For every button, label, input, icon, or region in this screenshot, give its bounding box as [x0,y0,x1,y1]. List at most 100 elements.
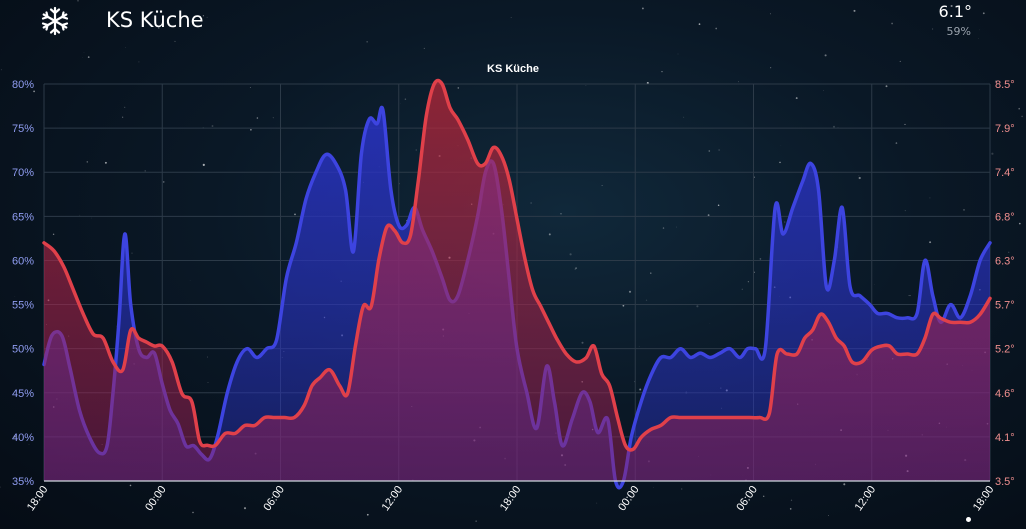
current-temperature: 6.1° [938,2,972,21]
y-right-tick-label: 4.1° [995,432,1015,444]
star [79,214,81,216]
star [853,9,856,12]
star [272,117,274,119]
star [858,175,860,177]
star [294,213,296,216]
star [202,163,205,166]
page-indicator-dot[interactable] [966,517,971,522]
star [158,27,160,29]
star [174,40,176,42]
y-left-tick-label: 55% [12,300,34,312]
x-tick-label: 06:00 [734,484,760,513]
star [738,81,739,83]
star [189,280,191,281]
star [929,197,931,199]
star [560,213,562,215]
x-tick-label: 06:00 [261,484,287,513]
star [122,116,124,118]
star [423,47,425,49]
star [77,0,79,2]
star [982,12,985,15]
star [131,252,133,254]
page-title: KS Küche [106,8,204,32]
star [823,90,824,91]
star [639,388,642,391]
star [507,64,508,65]
chart-title: KS Küche [487,63,539,75]
star [909,295,911,297]
series-layer [42,78,992,490]
star [789,508,792,510]
star [795,97,798,100]
star [779,161,781,164]
temperature-area [44,80,990,481]
y-left-tick-label: 40% [12,432,34,444]
y-left-tick-label: 75% [12,123,34,135]
star [904,123,906,125]
y-right-tick-label: 7.9° [995,123,1015,135]
star [707,214,710,217]
star [585,85,587,86]
star [978,38,979,39]
star [904,210,906,212]
star [895,142,898,144]
humidity-temperature-chart: KS Küche 35%40%45%50%55%60%65%70%75%80%3… [12,63,1015,513]
star [929,241,932,244]
x-tick-label: 00:00 [143,484,169,513]
star [457,87,460,89]
star [770,67,772,69]
star [769,13,771,15]
y-right-tick-label: 4.6° [995,388,1015,400]
star [950,4,953,8]
star [202,15,205,17]
y-right-tick-label: 7.4° [995,167,1015,179]
star [569,253,572,256]
y-right-tick-label: 5.2° [995,344,1015,356]
star [192,511,194,514]
star [718,149,720,151]
star [90,217,92,219]
star [13,435,16,438]
star [548,233,551,236]
star [828,515,829,516]
star [243,507,247,510]
y-right-tick-label: 6.3° [995,255,1015,267]
star [628,290,632,293]
star [662,227,665,229]
star [581,341,584,344]
x-tick-label: 18:00 [498,484,524,513]
star [28,444,30,446]
star [56,23,57,24]
y-right-tick-label: 6.8° [995,211,1015,223]
star [1018,107,1020,110]
star [404,98,407,100]
star [683,116,685,118]
star [415,149,417,151]
star [620,499,622,501]
star [784,221,786,223]
star [521,64,523,65]
star [762,495,765,498]
star [824,54,827,57]
star [885,85,888,88]
star [366,41,368,43]
star [681,488,683,490]
star [82,57,83,58]
y-left-tick-label: 70% [12,167,34,179]
star [0,69,2,71]
star [366,513,369,516]
star [601,185,603,186]
humidity-area [44,107,990,488]
y-left-tick-label: 65% [12,211,34,223]
star [256,117,259,119]
star [843,483,846,486]
star [790,499,793,501]
current-humidity: 59% [946,25,971,38]
temperature-line [42,78,992,452]
star [206,16,208,18]
star [641,7,644,10]
y-left-tick-label: 35% [12,476,34,488]
y-left-tick-label: 45% [12,388,34,400]
y-right-tick-label: 8.5° [995,79,1015,91]
star [249,86,251,89]
